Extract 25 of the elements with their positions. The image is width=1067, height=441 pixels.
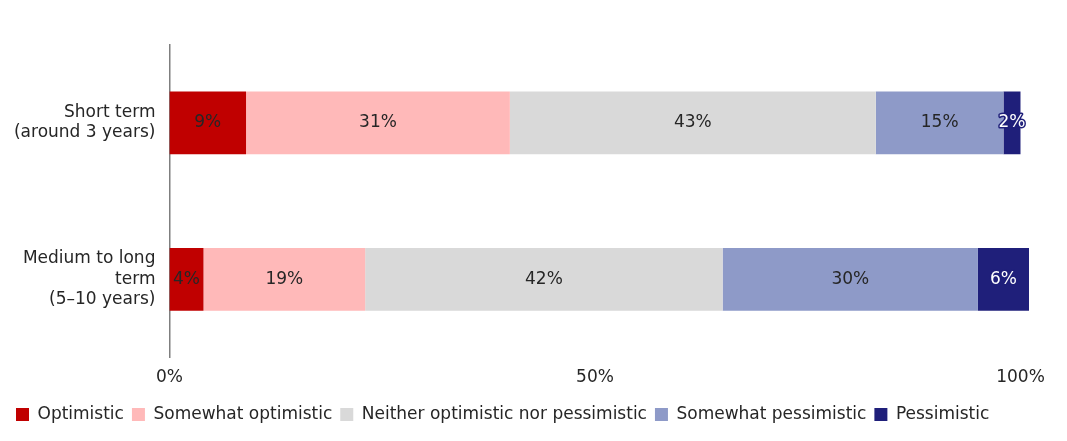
x-tick-label: 50% <box>576 366 614 387</box>
y-tick-label: Short term (around 3 years) <box>13 101 156 142</box>
bar <box>365 248 723 311</box>
legend-label: Pessimistic <box>895 402 990 423</box>
bar <box>169 91 247 155</box>
text: 31% <box>359 111 397 132</box>
text: 30% <box>831 267 870 288</box>
text: 43% <box>673 111 712 132</box>
bar <box>509 91 876 155</box>
text: 6% <box>989 267 1017 288</box>
x-tick-label: 0% <box>155 366 183 387</box>
y-tick-label: Medium to long term (5–10 years) <box>22 247 156 309</box>
bar <box>246 91 510 155</box>
legend-label: Neither optimistic nor pessimistic <box>361 402 647 423</box>
text: 15% <box>920 111 959 132</box>
legend-label: Somewhat pessimistic <box>676 402 867 423</box>
x-tick-label: 100% <box>996 366 1045 387</box>
bar <box>722 248 978 311</box>
bar <box>203 248 366 311</box>
text: 19% <box>265 267 304 288</box>
text: 9% <box>194 111 222 132</box>
legend-label: Optimistic <box>37 402 124 423</box>
text: 42% <box>525 267 563 288</box>
legend-label: Somewhat optimistic <box>153 402 333 423</box>
text: 4% <box>172 267 200 288</box>
